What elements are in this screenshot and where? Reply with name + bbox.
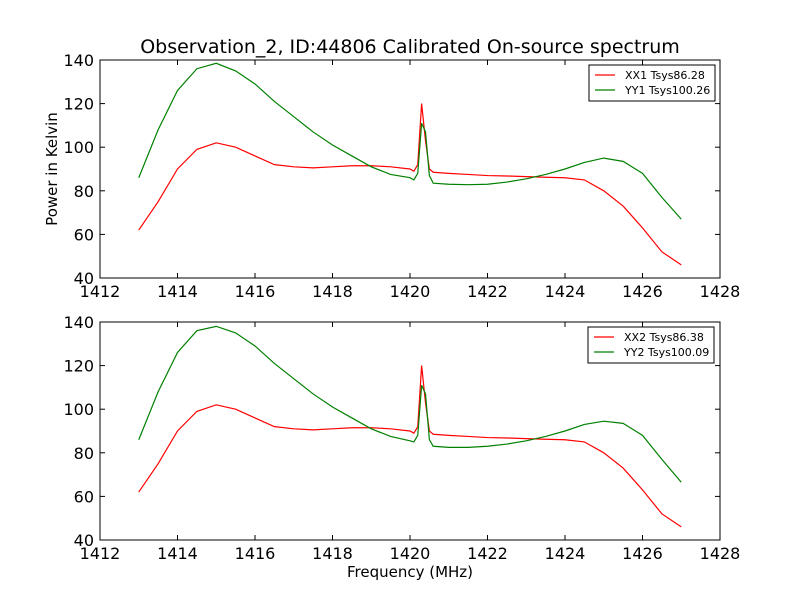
legend-entry: XX2 Tsys86.38: [624, 331, 704, 344]
chart-panels: 1412 1414 1416 1418 1420 1422 1424 1426 1428 40 60…: [43, 51, 740, 581]
legend: XX2 Tsys86.38 YY2 Tsys100.09: [587, 326, 715, 364]
figure-title: Observation_2, ID:44806 Calibrated On-so…: [140, 36, 680, 58]
x-tick-label: 1428: [700, 282, 741, 301]
series-line-2: [138, 62, 682, 220]
x-tick-label: 1414: [157, 282, 198, 301]
series-line-2: [138, 325, 682, 483]
x-tick-label: 1412: [80, 282, 121, 301]
y-tick-label: 60: [74, 225, 94, 244]
x-tick-label: 1416: [235, 544, 276, 563]
legend-entry: YY1 Tsys100.26: [624, 84, 710, 97]
x-tick-label: 1424: [545, 544, 586, 563]
legend-box: [588, 64, 716, 102]
y-axis-label: Power in Kelvin: [43, 112, 61, 226]
series-line-1: [138, 103, 682, 266]
x-tick-label: 1422: [467, 282, 508, 301]
legend: XX1 Tsys86.28 YY1 Tsys100.26: [588, 64, 716, 102]
legend-entry: XX1 Tsys86.28: [625, 69, 705, 82]
chart-panel-2: 1412 1414 1416 1418 1420 1422 1424 1426 1428 40 60…: [63, 313, 740, 581]
x-tick-label: 1426: [622, 282, 663, 301]
y-tick-label: 80: [74, 444, 94, 463]
x-tick-label: 1420: [390, 544, 431, 563]
y-tick-label: 120: [63, 95, 94, 114]
x-tick-label: 1414: [157, 544, 198, 563]
x-tick-label: 1422: [467, 544, 508, 563]
x-tick-label: 1420: [390, 282, 431, 301]
legend-entry: YY2 Tsys100.09: [623, 346, 709, 359]
x-tick-label: 1416: [235, 282, 276, 301]
x-tick-label: 1424: [545, 282, 586, 301]
x-tick-label: 1418: [312, 544, 353, 563]
y-tick-label: 40: [74, 531, 94, 550]
y-tick-label: 100: [63, 138, 94, 157]
series-line-1: [138, 365, 682, 528]
y-tick-label: 60: [74, 487, 94, 506]
legend-box: [587, 326, 715, 364]
y-tick-label: 80: [74, 182, 94, 201]
chart-panel-1: 1412 1414 1416 1418 1420 1422 1424 1426 1428 40 60…: [43, 51, 740, 301]
x-tick-label: 1418: [312, 282, 353, 301]
y-tick-label: 140: [63, 51, 94, 70]
x-axis-label: Frequency (MHz): [347, 563, 473, 581]
y-tick-label: 120: [63, 357, 94, 376]
x-tick-label: 1412: [80, 544, 121, 563]
y-tick-label: 100: [63, 400, 94, 419]
y-tick-label: 140: [63, 313, 94, 332]
x-tick-label: 1426: [622, 544, 663, 563]
x-tick-label: 1428: [700, 544, 741, 563]
y-tick-label: 40: [74, 269, 94, 288]
